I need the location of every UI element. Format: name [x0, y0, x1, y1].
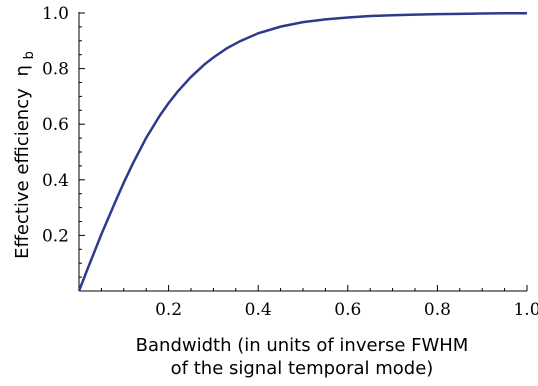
x-tick-label: 0.2 [155, 300, 182, 320]
y-tick-label: 0.6 [42, 115, 69, 135]
x-tick-label: 0.4 [245, 300, 272, 320]
x-tick-label: 1.0 [513, 300, 538, 320]
y-axis-label-text: Effective efficiency [12, 88, 33, 259]
y-axis-label-symbol: η [12, 65, 33, 76]
x-axis-label-line2: of the signal temporal mode) [171, 358, 434, 379]
y-tick-label: 1.0 [42, 4, 69, 24]
x-ticks: 0.2 0.4 0.6 0.8 1.0 [100, 285, 538, 320]
y-axis-label: Effective efficiency η b [12, 51, 37, 259]
x-tick-label: 0.6 [334, 300, 361, 320]
y-tick-label: 0.2 [42, 226, 69, 246]
y-ticks: 0.2 0.4 0.6 0.8 1.0 [42, 4, 85, 278]
y-tick-label: 0.8 [42, 60, 69, 80]
x-tick-label: 0.8 [424, 300, 451, 320]
y-tick-label: 0.4 [42, 171, 69, 191]
y-axis-label-subscript: b [22, 51, 37, 59]
series-group [77, 12, 527, 292]
efficiency-curve [77, 12, 527, 292]
x-axis-label-line1: Bandwidth (in units of inverse FWHM [136, 335, 469, 356]
